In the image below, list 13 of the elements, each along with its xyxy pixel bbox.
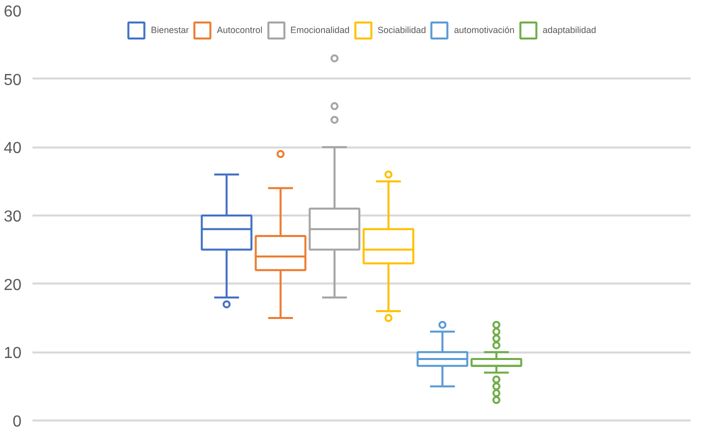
legend-label: adaptabilidad (542, 25, 596, 35)
legend-label: Bienestar (150, 25, 189, 35)
y-tick-label: 30 (4, 208, 22, 226)
y-tick-label: 50 (4, 72, 22, 89)
y-tick-label: 60 (4, 4, 22, 20)
y-tick-label: 10 (4, 345, 22, 362)
legend-label: automotivación (454, 25, 515, 35)
legend-label: Autocontrol (216, 25, 262, 35)
legend-label: Emocionalidad (290, 25, 350, 35)
legend-label: Sociabilidad (377, 25, 426, 35)
y-tick-label: 40 (4, 140, 22, 158)
y-tick-label: 0 (12, 414, 22, 430)
y-tick-label: 20 (4, 276, 22, 294)
